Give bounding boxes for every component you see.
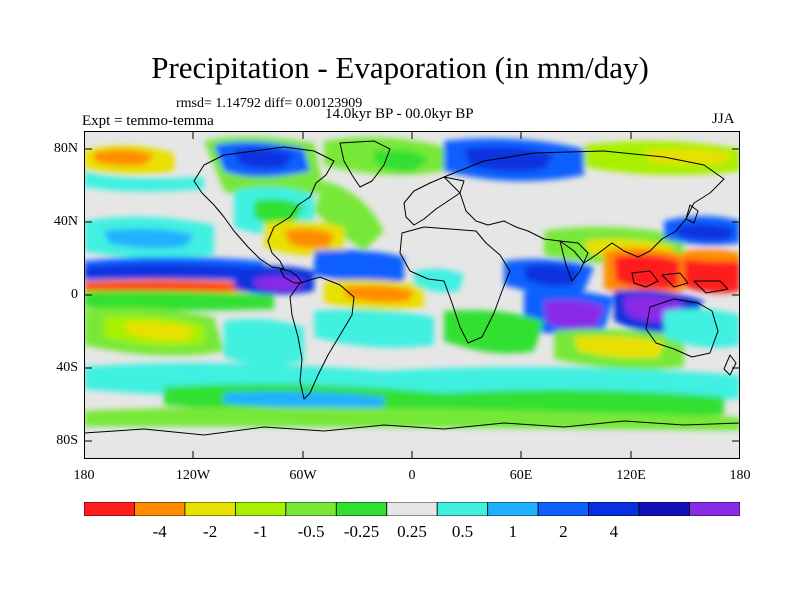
- colorbar-box-8: [487, 502, 539, 516]
- lat-label-40s: 40S: [56, 360, 78, 375]
- colorbar: [84, 502, 740, 516]
- colorbar-box-1: [134, 502, 186, 516]
- colorbar-box-2: [184, 502, 236, 516]
- lat-label-40n: 40N: [53, 214, 78, 229]
- colorbar-label-6: 0.5: [451, 522, 474, 541]
- period-label: 14.0kyr BP - 00.0kyr BP: [325, 106, 474, 122]
- colorbar-box-12: [689, 502, 740, 516]
- colorbar-box-6: [386, 502, 438, 516]
- season-label: JJA: [712, 111, 735, 127]
- coastlines: [84, 140, 740, 436]
- field-layer: [84, 136, 740, 459]
- lon-label-120w: 120W: [175, 468, 211, 483]
- lon-ticks: [192, 131, 632, 459]
- colorbar-label-1: -2: [203, 522, 218, 541]
- colorbar-box-9: [537, 502, 590, 516]
- stats-text: rmsd= 1.14792 diff= 0.00123909: [176, 96, 363, 111]
- lon-label-60e: 60E: [509, 468, 533, 483]
- colorbar-label-5: 0.25: [397, 522, 427, 541]
- colorbar-label-2: -1: [253, 522, 268, 541]
- colorbar-label-9: 4: [609, 522, 619, 541]
- lon-label-0: 0: [408, 468, 416, 483]
- colorbar-label-4: -0.25: [343, 522, 380, 541]
- world-map: [84, 131, 740, 459]
- colorbar-box-3: [234, 502, 287, 516]
- colorbar-label-7: 1: [508, 522, 518, 541]
- lon-label-180w: 180: [73, 468, 95, 483]
- colorbar-box-5: [335, 502, 388, 516]
- colorbar-box-10: [588, 502, 640, 516]
- colorbar-label-8: 2: [559, 522, 568, 541]
- lat-ticks: [84, 148, 740, 442]
- colorbar-label-0: -4: [152, 522, 167, 541]
- colorbar-label-3: -0.5: [297, 522, 325, 541]
- colorbar-box-0: [84, 502, 135, 516]
- colorbar-box-7: [436, 502, 489, 516]
- lat-label-80n: 80N: [53, 141, 78, 156]
- colorbar-box-11: [638, 502, 690, 516]
- lon-label-60w: 60W: [289, 468, 317, 483]
- experiment-label: Expt = temmo-temma: [82, 113, 214, 129]
- lon-label-180e: 180: [729, 468, 751, 483]
- lat-label-0: 0: [71, 287, 78, 302]
- map-title: Precipitation - Evaporation (in mm/day): [151, 50, 649, 85]
- colorbar-box-4: [285, 502, 337, 516]
- lat-label-80s: 80S: [56, 433, 78, 448]
- lon-label-120e: 120E: [616, 468, 646, 483]
